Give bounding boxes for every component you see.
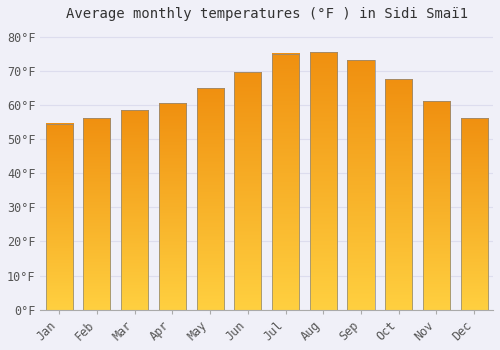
Bar [423,102,450,310]
Title: Average monthly temperatures (°F ) in Sidi Smaï1: Average monthly temperatures (°F ) in Si… [66,7,468,21]
Bar [121,110,148,310]
Bar [348,61,374,310]
Bar [385,79,412,310]
Bar [234,72,262,310]
Bar [460,119,488,310]
Bar [196,88,224,310]
Bar [159,103,186,310]
Bar [272,54,299,310]
Bar [84,119,110,310]
Bar [310,52,337,310]
Bar [46,124,73,310]
